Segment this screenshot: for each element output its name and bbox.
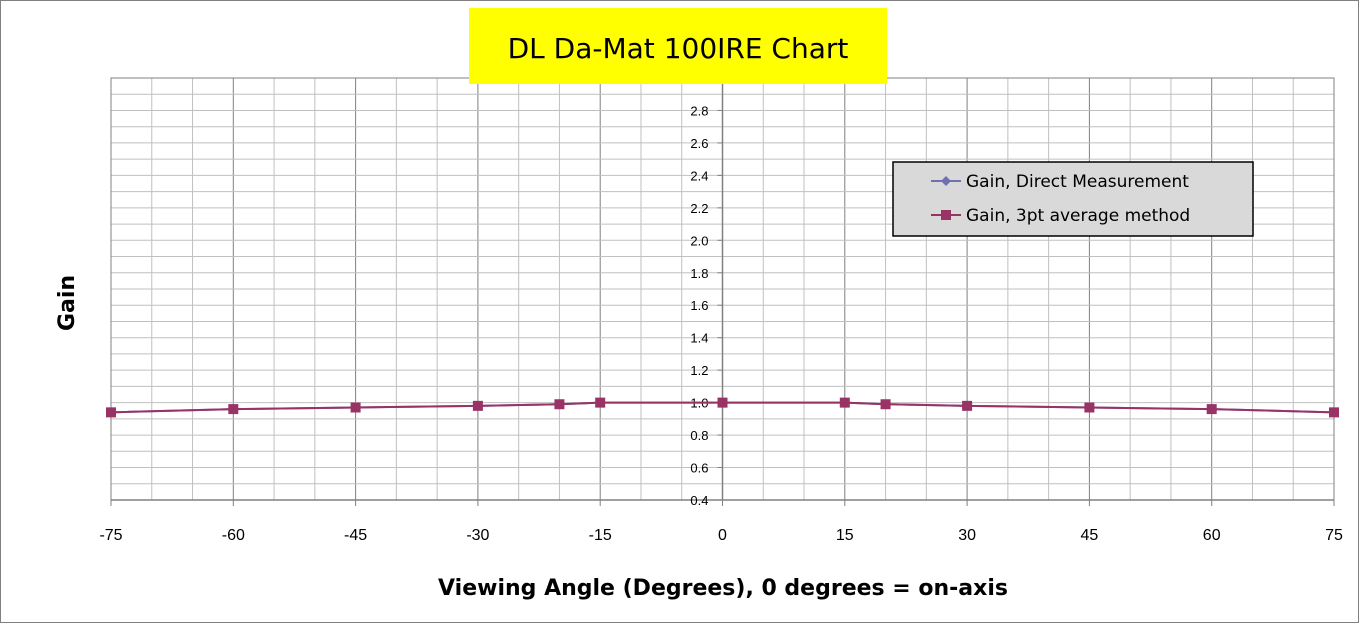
chart-title: DL Da-Mat 100IRE Chart [508, 32, 849, 65]
data-point-3pt [962, 400, 973, 411]
legend-marker-direct [941, 176, 951, 186]
y-tick-label: 2.6 [690, 136, 708, 151]
y-tick-labels: 0.40.60.81.01.21.41.61.82.02.22.42.62.83… [690, 71, 708, 508]
grid-lines [110, 77, 1335, 506]
data-point-3pt [472, 400, 483, 411]
legend-label-direct: Gain, Direct Measurement [966, 172, 1189, 192]
data-point-3pt [717, 397, 728, 408]
data-point-3pt [554, 399, 565, 410]
y-tick-label: 0.4 [690, 493, 708, 508]
x-tick-label: -60 [222, 527, 245, 544]
data-point-3pt [1206, 404, 1217, 415]
x-tick-label: 75 [1325, 527, 1343, 544]
x-tick-label: 30 [958, 527, 976, 544]
y-axis-title: Gain [55, 275, 80, 331]
y-tick-label: 0.8 [690, 428, 708, 443]
y-tick-label: 2.2 [690, 201, 708, 216]
data-point-3pt [106, 407, 116, 418]
data-series [106, 397, 1339, 418]
y-tick-label: 1.6 [690, 298, 708, 313]
x-tick-label: 45 [1081, 527, 1099, 544]
y-tick-label: 1.2 [690, 363, 708, 378]
x-tick-label: 0 [718, 527, 727, 544]
data-point-3pt [595, 397, 606, 408]
data-point-3pt [839, 397, 850, 408]
legend: Gain, Direct Measurement Gain, 3pt avera… [892, 161, 1254, 237]
x-axis-title: Viewing Angle (Degrees), 0 degrees = on-… [438, 576, 1008, 601]
x-tick-label: -75 [99, 527, 122, 544]
data-point-3pt [1329, 407, 1339, 418]
x-tick-label: 15 [836, 527, 854, 544]
data-point-3pt [880, 399, 891, 410]
legend-label-3pt: Gain, 3pt average method [966, 206, 1190, 226]
y-tick-label: 0.6 [690, 461, 708, 476]
y-tick-label: 1.4 [690, 331, 708, 346]
x-tick-label: 60 [1203, 527, 1221, 544]
y-tick-label: 2.8 [690, 103, 708, 118]
x-tick-label: -45 [344, 527, 367, 544]
data-point-3pt [228, 404, 239, 415]
legend-box [892, 161, 1254, 237]
data-point-3pt [350, 402, 361, 413]
y-tick-label: 1.8 [690, 266, 708, 281]
data-point-3pt [1084, 402, 1095, 413]
x-tick-label: -30 [466, 527, 489, 544]
y-tick-label: 2.0 [690, 233, 708, 248]
legend-marker-3pt [941, 210, 951, 220]
x-tick-labels: -75 -60 -45 -30 -15 0 15 30 45 60 75 [99, 527, 1343, 544]
y-tick-label: 2.4 [690, 168, 708, 183]
chart-title-background [469, 8, 887, 84]
x-tick-label: -15 [589, 527, 612, 544]
